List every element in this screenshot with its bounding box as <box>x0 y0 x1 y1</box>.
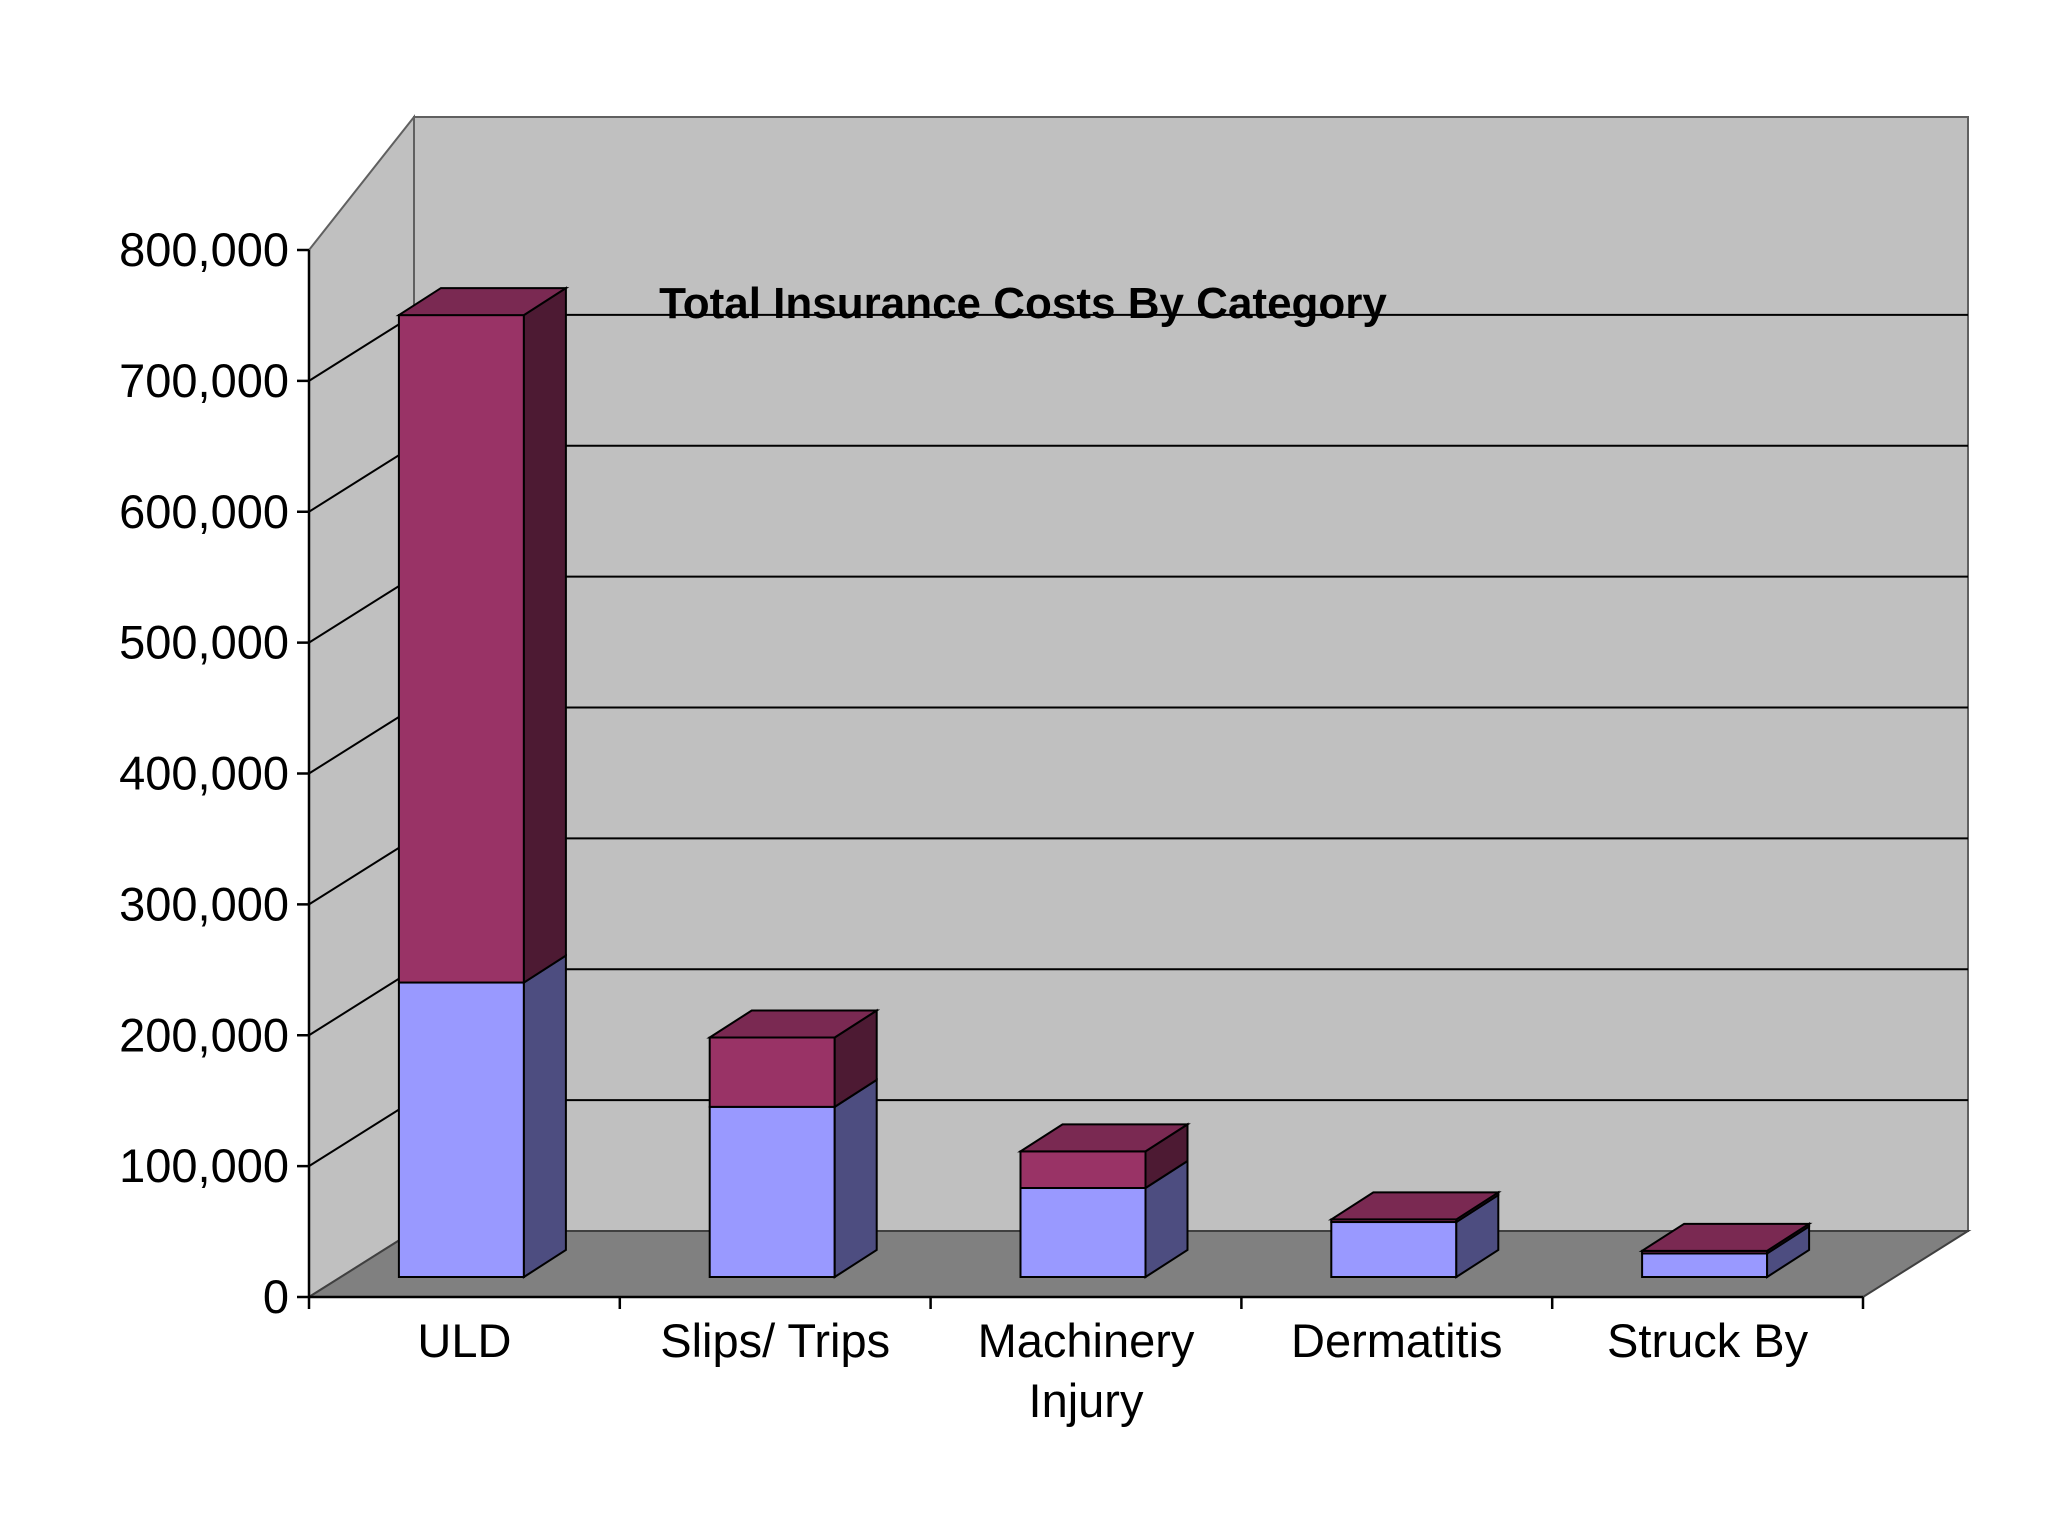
bar-segment <box>1641 1224 1811 1279</box>
x-tick-label: Machinery Injury <box>978 1314 1195 1427</box>
bar-segment <box>1327 1190 1502 1224</box>
bar-front-face <box>397 314 525 984</box>
bar-top-face <box>1017 1123 1191 1153</box>
bar-front-face <box>1641 1252 1769 1279</box>
bar-segment <box>706 1008 881 1109</box>
y-tick-label: 600,000 <box>119 485 289 538</box>
x-tick-label: Struck By <box>1607 1314 1809 1367</box>
x-tick-label: Dermatitis <box>1291 1314 1503 1367</box>
bar-front-face <box>1019 1187 1147 1279</box>
y-tick-label: 300,000 <box>119 877 289 930</box>
chart-title: Total Insurance Costs By Category <box>659 279 1387 328</box>
bar-segment <box>1017 1122 1191 1190</box>
y-tick-label: 200,000 <box>119 1008 289 1061</box>
bar-side-face <box>522 286 567 985</box>
bar-side-face <box>833 1078 878 1279</box>
bar-segment <box>708 1078 878 1279</box>
bar-top-face <box>1638 1222 1813 1252</box>
bar-top-face <box>706 1009 881 1039</box>
bar-front-face <box>708 1105 836 1279</box>
y-tick-label: 100,000 <box>119 1139 289 1192</box>
bar-front-face <box>397 981 525 1278</box>
y-tick-label: 500,000 <box>119 616 289 669</box>
bar-top-face <box>1327 1191 1502 1221</box>
y-tick-label: 400,000 <box>119 747 289 800</box>
y-tick-label: 0 <box>263 1270 289 1323</box>
bar-front-face <box>708 1036 836 1108</box>
bar-segment <box>395 286 570 985</box>
bars <box>395 286 1813 1279</box>
axes <box>297 248 1865 1309</box>
x-tick-label: ULD <box>417 1314 511 1367</box>
bar-top-face <box>395 287 570 317</box>
bar-segment <box>397 953 567 1279</box>
bar-front-face <box>1019 1150 1147 1190</box>
y-tick-label: 800,000 <box>119 223 289 276</box>
bar-side-face <box>522 953 567 1279</box>
bar-front-face <box>1330 1221 1458 1278</box>
y-tick-label: 700,000 <box>119 354 289 407</box>
bar-segment <box>1638 1221 1813 1256</box>
x-tick-label: Slips/ Trips <box>660 1314 890 1367</box>
axis-labels: 0 100,000 200,000 300,000 400,000 500,000 600,… <box>119 223 1809 1427</box>
bar-segment <box>1019 1159 1189 1279</box>
